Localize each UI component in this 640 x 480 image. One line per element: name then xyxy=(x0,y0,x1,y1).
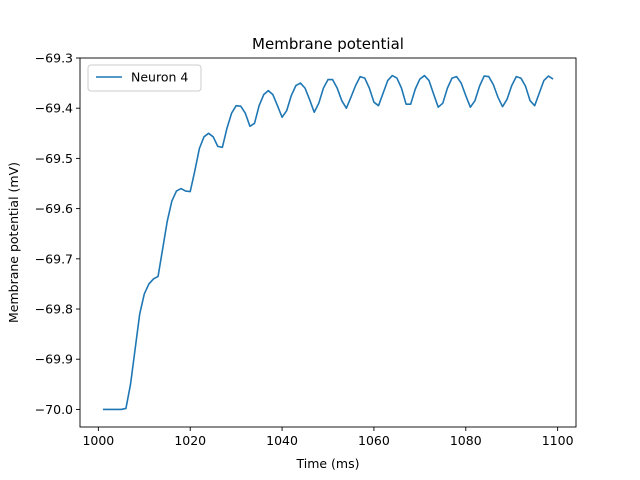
y-tick-label: −69.4 xyxy=(35,101,73,116)
x-tick-label: 1060 xyxy=(358,433,390,448)
legend: Neuron 4 xyxy=(87,64,202,92)
y-tick-label: −69.8 xyxy=(35,302,73,317)
x-tick-label: 1020 xyxy=(174,433,206,448)
legend-label: Neuron 4 xyxy=(131,70,188,85)
y-tick-label: −69.3 xyxy=(35,51,73,66)
y-axis: −70.0 −69.9 −69.8 −69.7 −69.6 −69.5 −69.4 −69.3 xyxy=(35,51,80,417)
x-tick-label: 1000 xyxy=(82,433,114,448)
y-tick-label: −69.6 xyxy=(35,201,73,216)
chart-title: Membrane potential xyxy=(252,35,404,53)
x-tick-label: 1100 xyxy=(542,433,574,448)
plot-background xyxy=(80,58,576,427)
x-tick-label: 1040 xyxy=(266,433,298,448)
y-tick-label: −69.5 xyxy=(35,151,73,166)
y-tick-label: −69.7 xyxy=(35,251,73,266)
axes-frame xyxy=(79,57,577,428)
plot-area xyxy=(80,58,576,427)
legend-box xyxy=(87,64,202,92)
y-tick-label: −70.0 xyxy=(35,402,73,417)
x-tick-label: 1080 xyxy=(450,433,482,448)
y-axis-label: Membrane potential (mV) xyxy=(6,162,21,323)
y-tick-label: −69.9 xyxy=(35,352,73,367)
x-axis: 1000 1020 1040 1060 1080 1100 xyxy=(82,427,574,448)
series-line-neuron-4 xyxy=(102,74,554,411)
x-axis-label: Time (ms) xyxy=(295,456,359,471)
